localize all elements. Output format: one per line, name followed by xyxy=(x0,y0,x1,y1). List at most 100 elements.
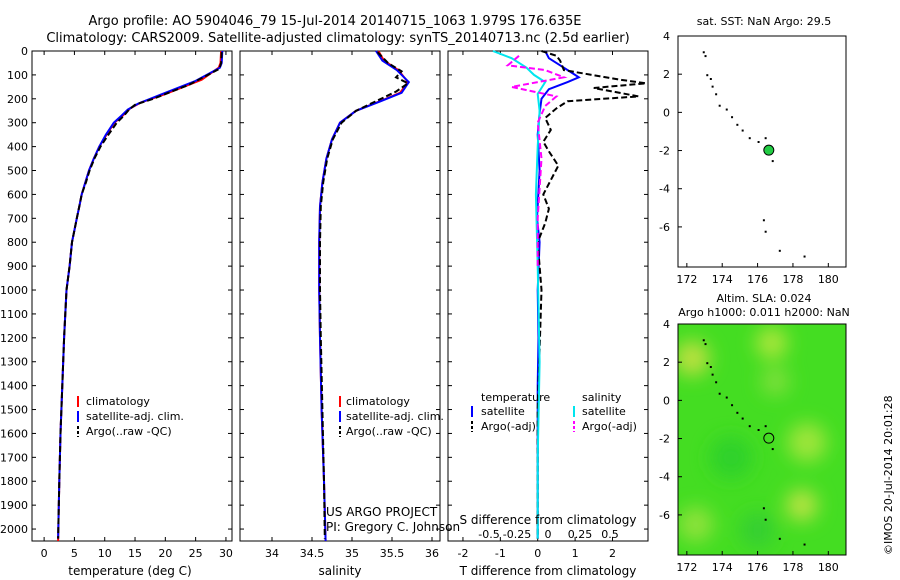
sla-map-title-line1: Altim. SLA: 0.024 xyxy=(716,292,811,305)
legend-t-argo-label: Argo(-adj) xyxy=(481,420,536,433)
coast-dot xyxy=(757,429,760,431)
sst-map-frame xyxy=(677,35,847,268)
salinity-xlabel: salinity xyxy=(318,564,361,578)
legend-climatology-label: climatology xyxy=(346,395,410,408)
series-line-satellite-adj-clim- xyxy=(318,50,411,542)
sla-map-content xyxy=(702,339,806,546)
x-tick-label: 15 xyxy=(128,547,142,560)
coast-dot xyxy=(741,129,744,132)
difference-lines xyxy=(492,50,647,539)
sla-anomaly-blob xyxy=(755,327,788,360)
temperature-axes-frame xyxy=(31,50,233,542)
map-x-tick-label: 178 xyxy=(782,561,803,574)
x-tick-label: 5 xyxy=(71,547,78,560)
y-tick-label: 100 xyxy=(7,69,28,82)
coast-dot xyxy=(764,137,767,140)
y-tick-label: 1000 xyxy=(0,284,28,297)
coast-dot xyxy=(748,137,751,140)
coast-dot xyxy=(731,116,734,119)
y-tick-label: 500 xyxy=(7,165,28,178)
y-tick-label: 1600 xyxy=(0,427,28,440)
sla-anomaly-blob xyxy=(678,506,714,543)
series-line-t-argo-adj- xyxy=(536,50,647,539)
coast-dot xyxy=(778,537,781,540)
coast-dot xyxy=(764,518,767,521)
sla-anomaly-blob xyxy=(739,512,776,548)
sst-map-ticks: 172 174 176 178 180 4 2 0 -2 -4 -6 xyxy=(659,30,839,286)
temperature-legend: climatology satellite-adj. clim. Argo(..… xyxy=(77,395,184,438)
map-x-tick-label: 180 xyxy=(818,273,839,286)
sst-map-title: sat. SST: NaN Argo: 29.5 xyxy=(697,15,831,28)
coast-dot xyxy=(706,74,709,77)
series-line-s-argo-adj- xyxy=(505,55,568,267)
map-y-tick-label: -6 xyxy=(659,509,670,522)
coast-dot xyxy=(764,230,767,233)
series-line-argo-raw-qc- xyxy=(319,51,410,539)
legend-argo-label: Argo(..raw -QC) xyxy=(86,425,172,438)
x-tick-label: 35.5 xyxy=(380,547,405,560)
map-x-tick-label: 172 xyxy=(676,273,697,286)
legend-satellite-label: satellite-adj. clim. xyxy=(346,410,444,423)
coast-dot xyxy=(803,255,806,258)
legend-satellite-label: satellite-adj. clim. xyxy=(86,410,184,423)
coast-dot xyxy=(778,249,781,252)
x-tick-label: 25 xyxy=(189,547,203,560)
map-x-tick-label: 176 xyxy=(747,561,768,574)
sla-map-title-line2: Argo h1000: 0.011 h2000: NaN xyxy=(678,306,850,319)
figure-title-line1: Argo profile: AO 5904046_79 15-Jul-2014 … xyxy=(88,14,581,29)
salinity-ticks: 34 34.5 35 35.5 36 xyxy=(240,50,440,560)
legend-argo-label: Argo(..raw -QC) xyxy=(346,425,432,438)
coast-dot xyxy=(702,339,705,342)
series-line-argo-raw-qc- xyxy=(57,52,223,539)
legend-temperature-title: temperature xyxy=(481,391,550,404)
y-tick-label: 1500 xyxy=(0,404,28,417)
coast-dot xyxy=(757,141,760,143)
x-tick-label: -1 xyxy=(495,547,506,560)
y-tick-label: 1700 xyxy=(0,451,28,464)
difference-top-xlabel: S difference from climatology xyxy=(460,513,637,527)
series-line-s-satellite xyxy=(492,50,547,539)
difference-xlabel: T difference from climatology xyxy=(459,564,637,578)
map-x-tick-label: 178 xyxy=(782,273,803,286)
y-tick-label: 1900 xyxy=(0,499,28,512)
map-y-tick-label: 4 xyxy=(663,318,670,331)
timestamp: ©IMOS 20-Jul-2014 20:01:28 xyxy=(882,395,895,555)
salinity-panel: 34 34.5 35 35.5 36 salinity climatology sate… xyxy=(239,50,460,578)
coast-dot xyxy=(715,93,718,96)
coast-dot xyxy=(741,417,744,420)
map-x-tick-label: 172 xyxy=(676,561,697,574)
sla-map-ticks: 172 174 176 178 180 4 2 0 -2 -4 -6 xyxy=(659,318,839,574)
map-y-tick-label: 0 xyxy=(663,106,670,119)
y-tick-label: 700 xyxy=(7,212,28,225)
x-tick-label: 2 xyxy=(609,547,616,560)
y-tick-label: 800 xyxy=(7,236,28,249)
y-tick-label: 900 xyxy=(7,260,28,273)
map-x-tick-label: 174 xyxy=(712,273,733,286)
top-tick-label: -0.5 xyxy=(478,528,499,541)
x-tick-label: 35 xyxy=(345,547,359,560)
coast-dot xyxy=(709,78,712,80)
coast-dot xyxy=(771,448,774,451)
sla-map-panel: Altim. SLA: 0.024 Argo h1000: 0.011 h200… xyxy=(659,292,850,574)
y-tick-label: 1200 xyxy=(0,332,28,345)
figure-title-line2: Climatology: CARS2009. Satellite-adjuste… xyxy=(46,31,629,46)
coast-dot xyxy=(803,543,806,546)
y-tick-label: 200 xyxy=(7,93,28,106)
y-tick-label: 600 xyxy=(7,188,28,201)
coast-dot xyxy=(704,343,707,346)
difference-legend: temperature satellite Argo(-adj) salinit… xyxy=(471,391,637,433)
sla-anomaly-blob xyxy=(678,340,710,377)
x-tick-label: 0 xyxy=(41,547,48,560)
map-y-tick-label: -2 xyxy=(659,145,670,158)
top-tick-label: 0 xyxy=(545,528,552,541)
coast-dot xyxy=(702,51,705,54)
series-line-satellite-adj-clim- xyxy=(57,50,224,539)
legend-s-satellite-label: satellite xyxy=(582,405,626,418)
y-tick-label: 0 xyxy=(21,45,28,58)
coast-dot xyxy=(718,104,721,107)
temperature-xlabel: temperature (deg C) xyxy=(68,564,191,578)
coast-dot xyxy=(725,108,728,111)
coast-dot xyxy=(764,425,767,428)
coast-dot xyxy=(731,404,734,407)
